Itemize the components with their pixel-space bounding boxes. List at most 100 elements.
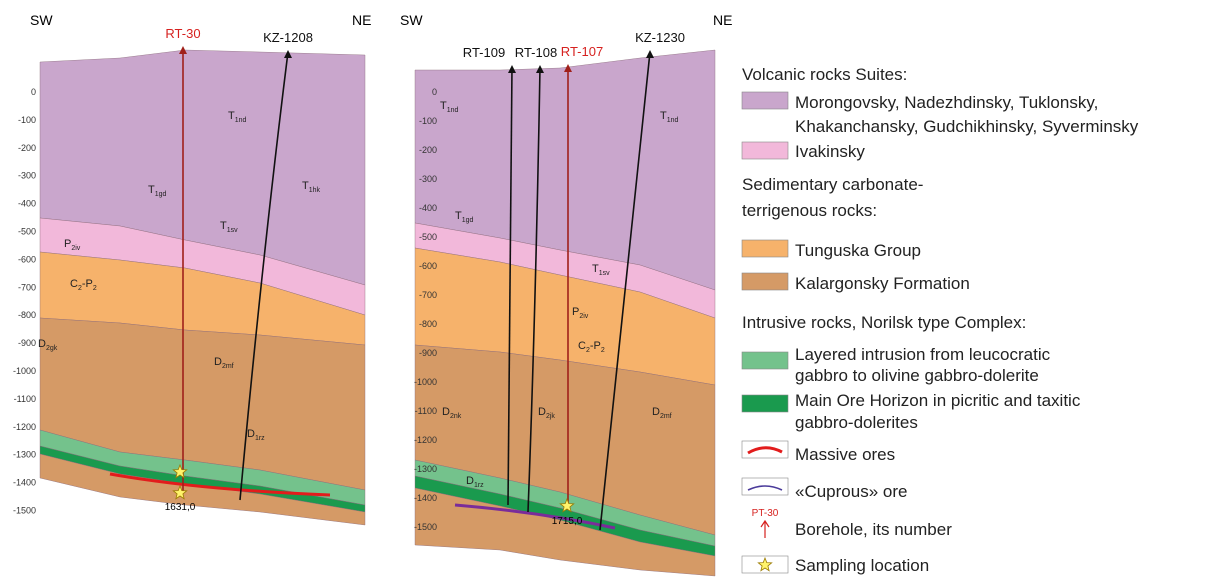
borehole-head bbox=[508, 65, 516, 73]
unit-part: 2 bbox=[93, 285, 97, 292]
unit-part: 1gd bbox=[462, 217, 474, 224]
borehole-label: RT-108 bbox=[515, 45, 557, 60]
depth-label: -200 bbox=[419, 145, 437, 155]
unit-part: D bbox=[466, 475, 474, 487]
legend-swatch bbox=[742, 352, 788, 369]
legend-item: Layered intrusion from leucocratic bbox=[795, 345, 1051, 364]
depth-label: -100 bbox=[18, 115, 36, 125]
depth-label: -500 bbox=[419, 232, 437, 242]
legend-item: Borehole, its number bbox=[795, 520, 952, 539]
depth-label: -1500 bbox=[13, 506, 36, 516]
bottom-depth: 1715,0 bbox=[552, 516, 583, 527]
sw-label: SW bbox=[400, 12, 423, 28]
unit-part: 1sv bbox=[227, 227, 238, 234]
legend-item: Morongovsky, Nadezhdinsky, Tuklonsky, bbox=[795, 93, 1098, 112]
unit-part: D bbox=[652, 406, 660, 418]
ne-label: NE bbox=[713, 12, 732, 28]
depth-label: -900 bbox=[18, 338, 36, 348]
depth-label: -900 bbox=[419, 348, 437, 358]
legend-item: Ivakinsky bbox=[795, 142, 865, 161]
unit-part: -P bbox=[82, 278, 93, 290]
depth-label: -500 bbox=[18, 227, 36, 237]
depth-label: 0 bbox=[31, 87, 36, 97]
depth-label: -700 bbox=[18, 282, 36, 292]
legend-item: Tunguska Group bbox=[795, 241, 921, 260]
unit-part: 1rz bbox=[255, 435, 265, 442]
unit-part: 2gk bbox=[46, 345, 58, 352]
depth-label: -1400 bbox=[414, 493, 437, 503]
unit-part: 2iv bbox=[71, 245, 80, 252]
unit-part: 2 bbox=[601, 347, 605, 354]
ne-label: NE bbox=[352, 12, 371, 28]
unit-label: C2-P2 bbox=[70, 278, 97, 292]
legend: Volcanic rocks Suites:Morongovsky, Nadez… bbox=[742, 65, 1139, 575]
sw-label: SW bbox=[30, 12, 53, 28]
legend-swatch bbox=[742, 92, 788, 109]
depth-label: -1400 bbox=[13, 478, 36, 488]
unit-part: 2iv bbox=[579, 313, 588, 320]
unit-part: P bbox=[572, 306, 579, 318]
unit-part: 1hk bbox=[309, 187, 321, 194]
borehole-label: RT-109 bbox=[463, 45, 505, 60]
depth-label: -1200 bbox=[414, 435, 437, 445]
unit-label: C2-P2 bbox=[578, 340, 605, 354]
unit-part: D bbox=[214, 356, 222, 368]
borehole-label: RT-30 bbox=[165, 26, 200, 41]
depth-label: -1100 bbox=[14, 394, 36, 404]
legend-item: Massive ores bbox=[795, 445, 895, 464]
unit-part: C bbox=[578, 340, 586, 352]
unit-part: 1gd bbox=[155, 191, 167, 198]
diagram: SW NE 0 -100 -200 -300 -400 -500 -600 -700 -800 -90… bbox=[0, 0, 1219, 577]
depth-label: -1500 bbox=[414, 522, 437, 532]
legend-item: «Cuprous» ore bbox=[795, 482, 907, 501]
unit-part: 1nd bbox=[235, 117, 247, 124]
unit-part: 1nd bbox=[667, 117, 679, 124]
depth-label: -300 bbox=[18, 171, 36, 181]
legend-swatch bbox=[742, 395, 788, 412]
depth-label: -800 bbox=[18, 310, 36, 320]
unit-part: D bbox=[442, 406, 450, 418]
depth-label: -1300 bbox=[13, 450, 36, 460]
legend-swatch bbox=[742, 441, 788, 458]
depth-label: -300 bbox=[419, 174, 437, 184]
unit-part: 2jk bbox=[546, 413, 555, 420]
unit-part: 1sv bbox=[599, 270, 610, 277]
legend-item: Khakanchansky, Gudchikhinsky, Syverminsk… bbox=[795, 117, 1139, 136]
legend-item: Kalargonsky Formation bbox=[795, 274, 970, 293]
borehole-label: KZ-1230 bbox=[635, 30, 685, 45]
legend-sample-label: PT-30 bbox=[752, 508, 779, 519]
unit-part: -P bbox=[590, 340, 601, 352]
legend-title: Intrusive rocks, Norilsk type Complex: bbox=[742, 313, 1026, 332]
depth-label: -1200 bbox=[13, 422, 36, 432]
sections: SW NE 0 -100 -200 -300 -400 -500 -600 -700 -800 -90… bbox=[13, 12, 732, 576]
unit-part: 1rz bbox=[474, 482, 484, 489]
unit-part: D bbox=[538, 406, 546, 418]
unit-part: C bbox=[70, 278, 78, 290]
unit-part: 2mf bbox=[222, 363, 234, 370]
legend-item: Main Ore Horizon in picritic and taxitic bbox=[795, 391, 1081, 410]
depth-label: -200 bbox=[18, 143, 36, 153]
borehole-head bbox=[646, 50, 654, 58]
legend-arrow bbox=[761, 521, 769, 538]
unit-part: 2nk bbox=[450, 413, 462, 420]
depth-label: -1000 bbox=[13, 366, 36, 376]
depth-label: 0 bbox=[432, 87, 437, 97]
depth-label: -400 bbox=[419, 203, 437, 213]
depth-label: -600 bbox=[18, 254, 36, 264]
depth-label: -1300 bbox=[414, 464, 437, 474]
depth-label: -100 bbox=[419, 116, 437, 126]
depth-label: -700 bbox=[419, 290, 437, 300]
borehole-label: KZ-1208 bbox=[263, 30, 313, 45]
borehole-label: RT-107 bbox=[561, 44, 603, 59]
unit-part: 2mf bbox=[660, 413, 672, 420]
legend-title: Sedimentary carbonate- bbox=[742, 175, 923, 194]
legend-swatch bbox=[742, 142, 788, 159]
legend-swatch bbox=[742, 240, 788, 257]
depth-label: -400 bbox=[18, 199, 36, 209]
bottom-depth: 1631,0 bbox=[165, 502, 196, 513]
legend-title: terrigenous rocks: bbox=[742, 201, 877, 220]
depth-label: -1100 bbox=[415, 406, 437, 416]
unit-part: D bbox=[38, 338, 46, 350]
legend-item: gabbro-dolerites bbox=[795, 413, 918, 432]
depth-label: -800 bbox=[419, 319, 437, 329]
